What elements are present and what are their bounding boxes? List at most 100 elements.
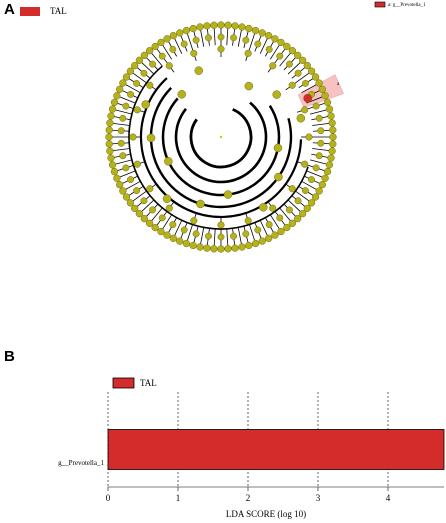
legend-label: TAL (140, 378, 157, 388)
clade-node (145, 219, 154, 227)
clade-node (271, 35, 279, 43)
clade-node (276, 214, 284, 222)
clade-node (217, 233, 225, 241)
panel-label: A (4, 1, 15, 18)
clade-node (127, 176, 134, 184)
clade-node (238, 243, 246, 251)
clade-node (158, 214, 166, 222)
clade-node (133, 160, 141, 168)
clade-node (286, 60, 293, 68)
clade-node (140, 51, 148, 60)
clade-node (269, 62, 277, 70)
clade-node (157, 38, 165, 47)
clade-node (251, 26, 260, 35)
clade-node (303, 61, 311, 70)
bar (107, 429, 445, 470)
clade-node (203, 244, 211, 252)
clade-node (157, 227, 165, 236)
clade-node (242, 230, 250, 238)
clade-node (224, 245, 232, 253)
legend-label: TAL (50, 6, 67, 16)
clade-node (189, 24, 197, 33)
clade-node (131, 204, 139, 213)
clade-node (106, 147, 114, 155)
x-tick-label: 3 (316, 493, 321, 503)
clade-node (286, 206, 293, 214)
clade-node (210, 245, 218, 253)
clade-node (273, 143, 283, 153)
clade-node (328, 147, 336, 155)
clade-node (131, 61, 139, 70)
clade-node (231, 22, 239, 30)
clade-node (122, 102, 130, 110)
clade-node (230, 232, 237, 240)
clade-node (294, 214, 302, 223)
clade-node (288, 81, 296, 89)
clade-node (321, 174, 329, 182)
clade-node (217, 221, 225, 229)
clade-node (244, 49, 252, 57)
clade-node (196, 243, 204, 251)
clade-node (122, 193, 131, 201)
clade-node (245, 241, 253, 250)
clade-arc (128, 65, 309, 230)
clade-node (288, 185, 296, 193)
clade-node (265, 32, 273, 40)
clade-node (105, 133, 113, 141)
clade-node (113, 174, 121, 182)
clade-node (303, 93, 313, 103)
clade-node (192, 230, 200, 238)
clade-node (196, 23, 204, 31)
clade-node (126, 67, 135, 75)
legend-swatch (20, 7, 40, 16)
clade-node (283, 223, 291, 232)
clade-node (298, 210, 307, 218)
clade-node (129, 133, 137, 141)
clade-node (269, 204, 277, 212)
clade-node (162, 194, 172, 203)
clade-node (151, 223, 159, 232)
clade-node (192, 36, 200, 44)
clade-node (164, 157, 173, 166)
clade-arc (174, 101, 268, 184)
clade-node (169, 221, 177, 229)
y-tick-label: g__Prevotella_1 (58, 459, 104, 467)
clade-node (296, 113, 306, 123)
clade-node (146, 81, 154, 89)
clade-node (145, 47, 154, 55)
clade-node (327, 154, 335, 162)
clade-node (231, 244, 239, 252)
clade-node (165, 62, 173, 70)
clade-node (127, 90, 134, 98)
clade-node (210, 21, 218, 29)
clade-node (190, 217, 198, 225)
clade-node (205, 34, 212, 42)
clade-node (133, 187, 141, 195)
clade-node (311, 73, 320, 81)
clade-node (315, 79, 323, 87)
clade-node (276, 52, 284, 60)
clade-node (312, 102, 320, 110)
clade-node (169, 234, 177, 242)
clade-node (116, 85, 124, 93)
clade-arc (189, 108, 253, 169)
clade-node (105, 126, 113, 134)
clade-node (133, 79, 141, 87)
clade-node (110, 167, 119, 176)
clade-node (272, 90, 281, 99)
clade-node (244, 217, 252, 225)
clade-node (119, 114, 127, 122)
clade-node (315, 114, 323, 122)
clade-node (294, 51, 302, 60)
clade-node (251, 239, 260, 248)
clade-node (298, 56, 307, 64)
clade-node (107, 154, 115, 162)
clade-node (294, 69, 302, 77)
clade-node (254, 226, 262, 234)
x-tick-label: 0 (106, 493, 111, 503)
x-tick-label: 1 (176, 493, 181, 503)
clade-node (107, 112, 115, 120)
clade-node (329, 126, 337, 134)
clade-node (146, 185, 154, 193)
clade-node (182, 26, 191, 35)
